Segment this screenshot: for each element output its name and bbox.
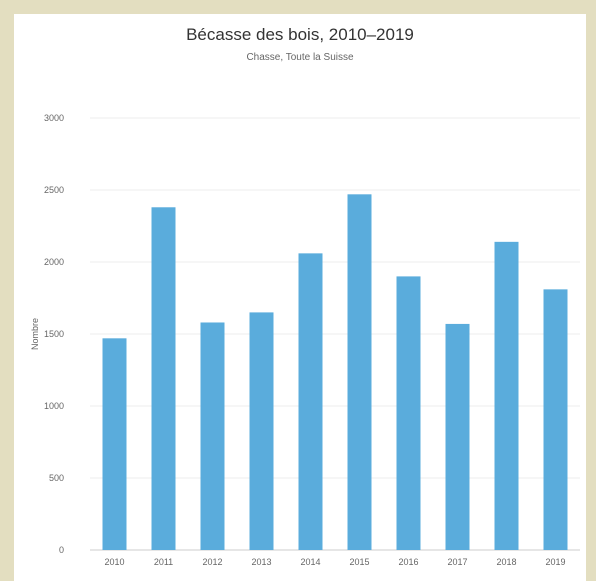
y-axis-ticks: 0 500 1000 1500 2000 2500 3000: [44, 113, 64, 555]
x-tick-label: 2013: [251, 557, 271, 567]
x-axis-ticks: 2010 2011 2012 2013 2014 2015 2016 2017 2018 2019: [104, 557, 565, 567]
bar-2015[interactable]: [347, 194, 372, 550]
x-tick-label: 2010: [104, 557, 124, 567]
y-tick-label: 1000: [44, 401, 64, 411]
x-tick-label: 2012: [202, 557, 222, 567]
x-tick-label: 2014: [300, 557, 320, 567]
y-tick-label: 2000: [44, 257, 64, 267]
bar-2010[interactable]: [102, 338, 127, 550]
x-tick-label: 2017: [447, 557, 467, 567]
x-tick-label: 2016: [398, 557, 418, 567]
y-tick-label: 2500: [44, 185, 64, 195]
bar-2019[interactable]: [543, 289, 568, 550]
chart-title: Bécasse des bois, 2010–2019: [186, 25, 414, 44]
y-tick-label: 1500: [44, 329, 64, 339]
bar-2016[interactable]: [396, 276, 421, 550]
bar-2013[interactable]: [249, 312, 274, 550]
x-tick-label: 2015: [349, 557, 369, 567]
x-tick-label: 2019: [545, 557, 565, 567]
bar-2018[interactable]: [494, 241, 519, 550]
bar-2011[interactable]: [151, 207, 176, 550]
bar-2014[interactable]: [298, 253, 323, 551]
chart-subtitle: Chasse, Toute la Suisse: [246, 52, 354, 63]
y-axis-title: Nombre: [30, 318, 40, 350]
bar-2017[interactable]: [445, 323, 470, 550]
bars: [102, 194, 568, 551]
chart-panel: Bécasse des bois, 2010–2019 Chasse, Tout…: [14, 14, 586, 581]
y-tick-label: 3000: [44, 113, 64, 123]
bar-2012[interactable]: [200, 322, 225, 550]
x-tick-label: 2011: [154, 557, 173, 567]
y-tick-label: 500: [49, 473, 64, 483]
x-tick-label: 2018: [496, 557, 516, 567]
y-tick-label: 0: [59, 545, 64, 555]
